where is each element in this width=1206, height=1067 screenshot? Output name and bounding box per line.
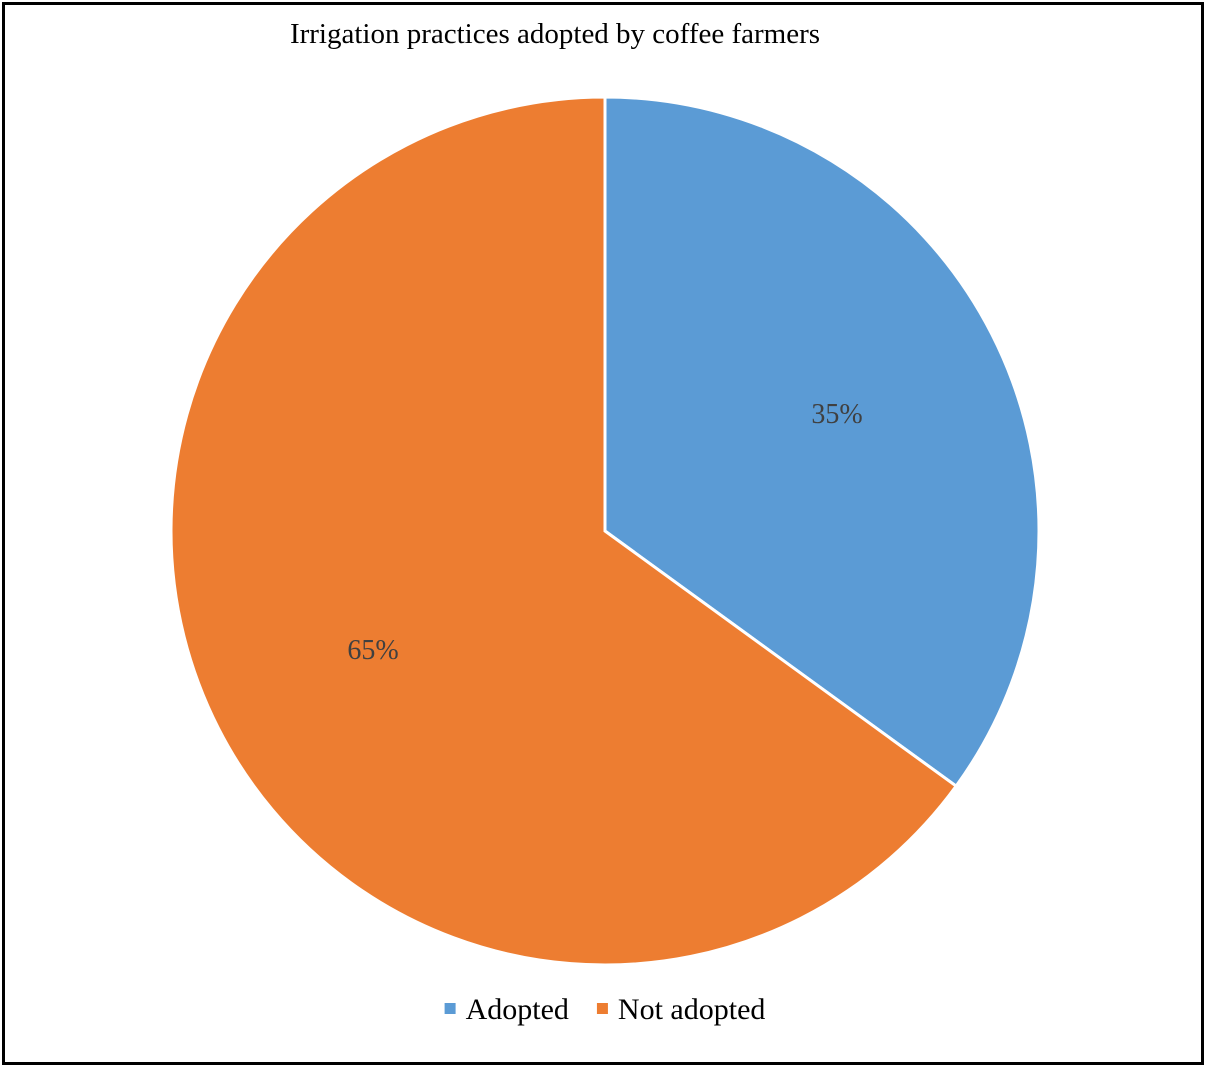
- data-label-not-adopted: 65%: [347, 635, 398, 666]
- legend: Adopted Not adopted: [444, 993, 765, 1026]
- pie-slices: [169, 95, 1041, 967]
- chart-title: Irrigation practices adopted by coffee f…: [290, 18, 820, 50]
- legend-item-not-adopted: Not adopted: [596, 993, 765, 1026]
- legend-label-not-adopted: Not adopted: [618, 993, 765, 1026]
- data-label-adopted: 35%: [811, 399, 862, 430]
- legend-marker-not-adopted: [596, 1003, 608, 1014]
- pie-slice-adopted: [603, 95, 1041, 789]
- pie-chart: Irrigation practices adopted by coffee f…: [169, 18, 1041, 1026]
- legend-label-adopted: Adopted: [466, 993, 569, 1026]
- pie-data-labels: 35% 65%: [347, 399, 862, 666]
- legend-marker-adopted: [444, 1003, 456, 1014]
- pie-slice-not-adopted: [169, 95, 959, 967]
- legend-item-adopted: Adopted: [444, 993, 569, 1026]
